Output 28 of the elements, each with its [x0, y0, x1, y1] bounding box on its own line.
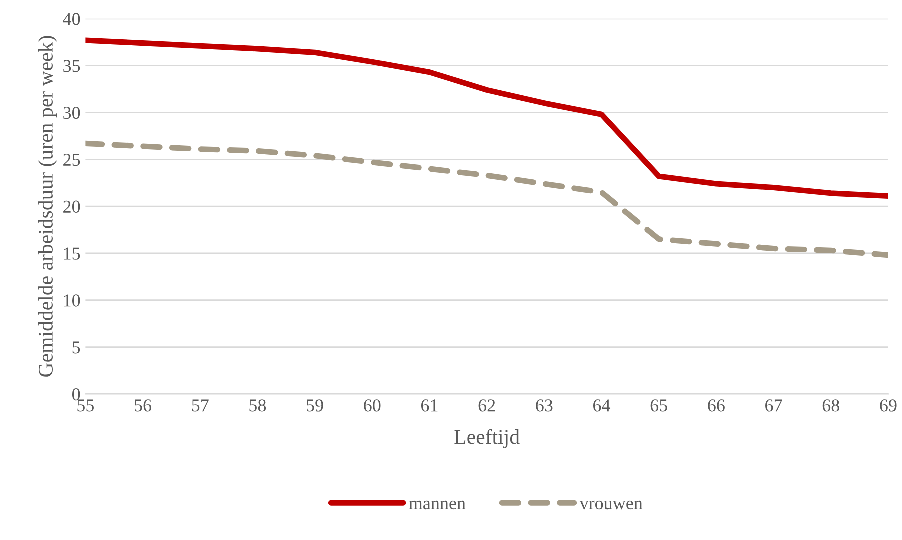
x-tick-label: 62	[478, 400, 496, 412]
y-tick-label: 35	[64, 60, 80, 72]
y-tick-label: 10	[64, 294, 80, 307]
x-axis-title: Leeftijd	[454, 429, 520, 448]
y-tick-label: 5	[72, 342, 80, 354]
x-tick-label: 58	[250, 400, 266, 412]
x-tick-label: 59	[307, 400, 324, 412]
legend-label: vrouwen	[580, 500, 643, 510]
x-tick-label: 66	[708, 400, 725, 412]
x-tick-label: 64	[594, 400, 611, 412]
x-tick-label: 67	[766, 400, 782, 412]
y-tick-label: 40	[63, 13, 80, 26]
y-axis-title: Gemiddelde arbeidsduur (uren per week)	[38, 36, 58, 377]
y-tick-label: 30	[64, 106, 80, 120]
x-tick-label: 63	[536, 400, 553, 412]
x-tick-label: 69	[880, 400, 897, 412]
x-tick-label: 57	[192, 400, 209, 412]
x-tick-label: 61	[421, 400, 438, 412]
y-tick-label: 20	[64, 200, 80, 213]
y-tick-label: 0	[72, 388, 80, 401]
x-tick-label: 56	[135, 400, 152, 412]
x-tick-label: 68	[822, 400, 840, 412]
legend-label: mannen	[409, 500, 466, 510]
y-tick-label: 15	[64, 248, 80, 260]
y-tick-label: 25	[64, 154, 80, 166]
x-tick-label: 55	[78, 400, 94, 412]
x-tick-label: 65	[650, 400, 668, 412]
x-tick-label: 60	[364, 400, 381, 412]
